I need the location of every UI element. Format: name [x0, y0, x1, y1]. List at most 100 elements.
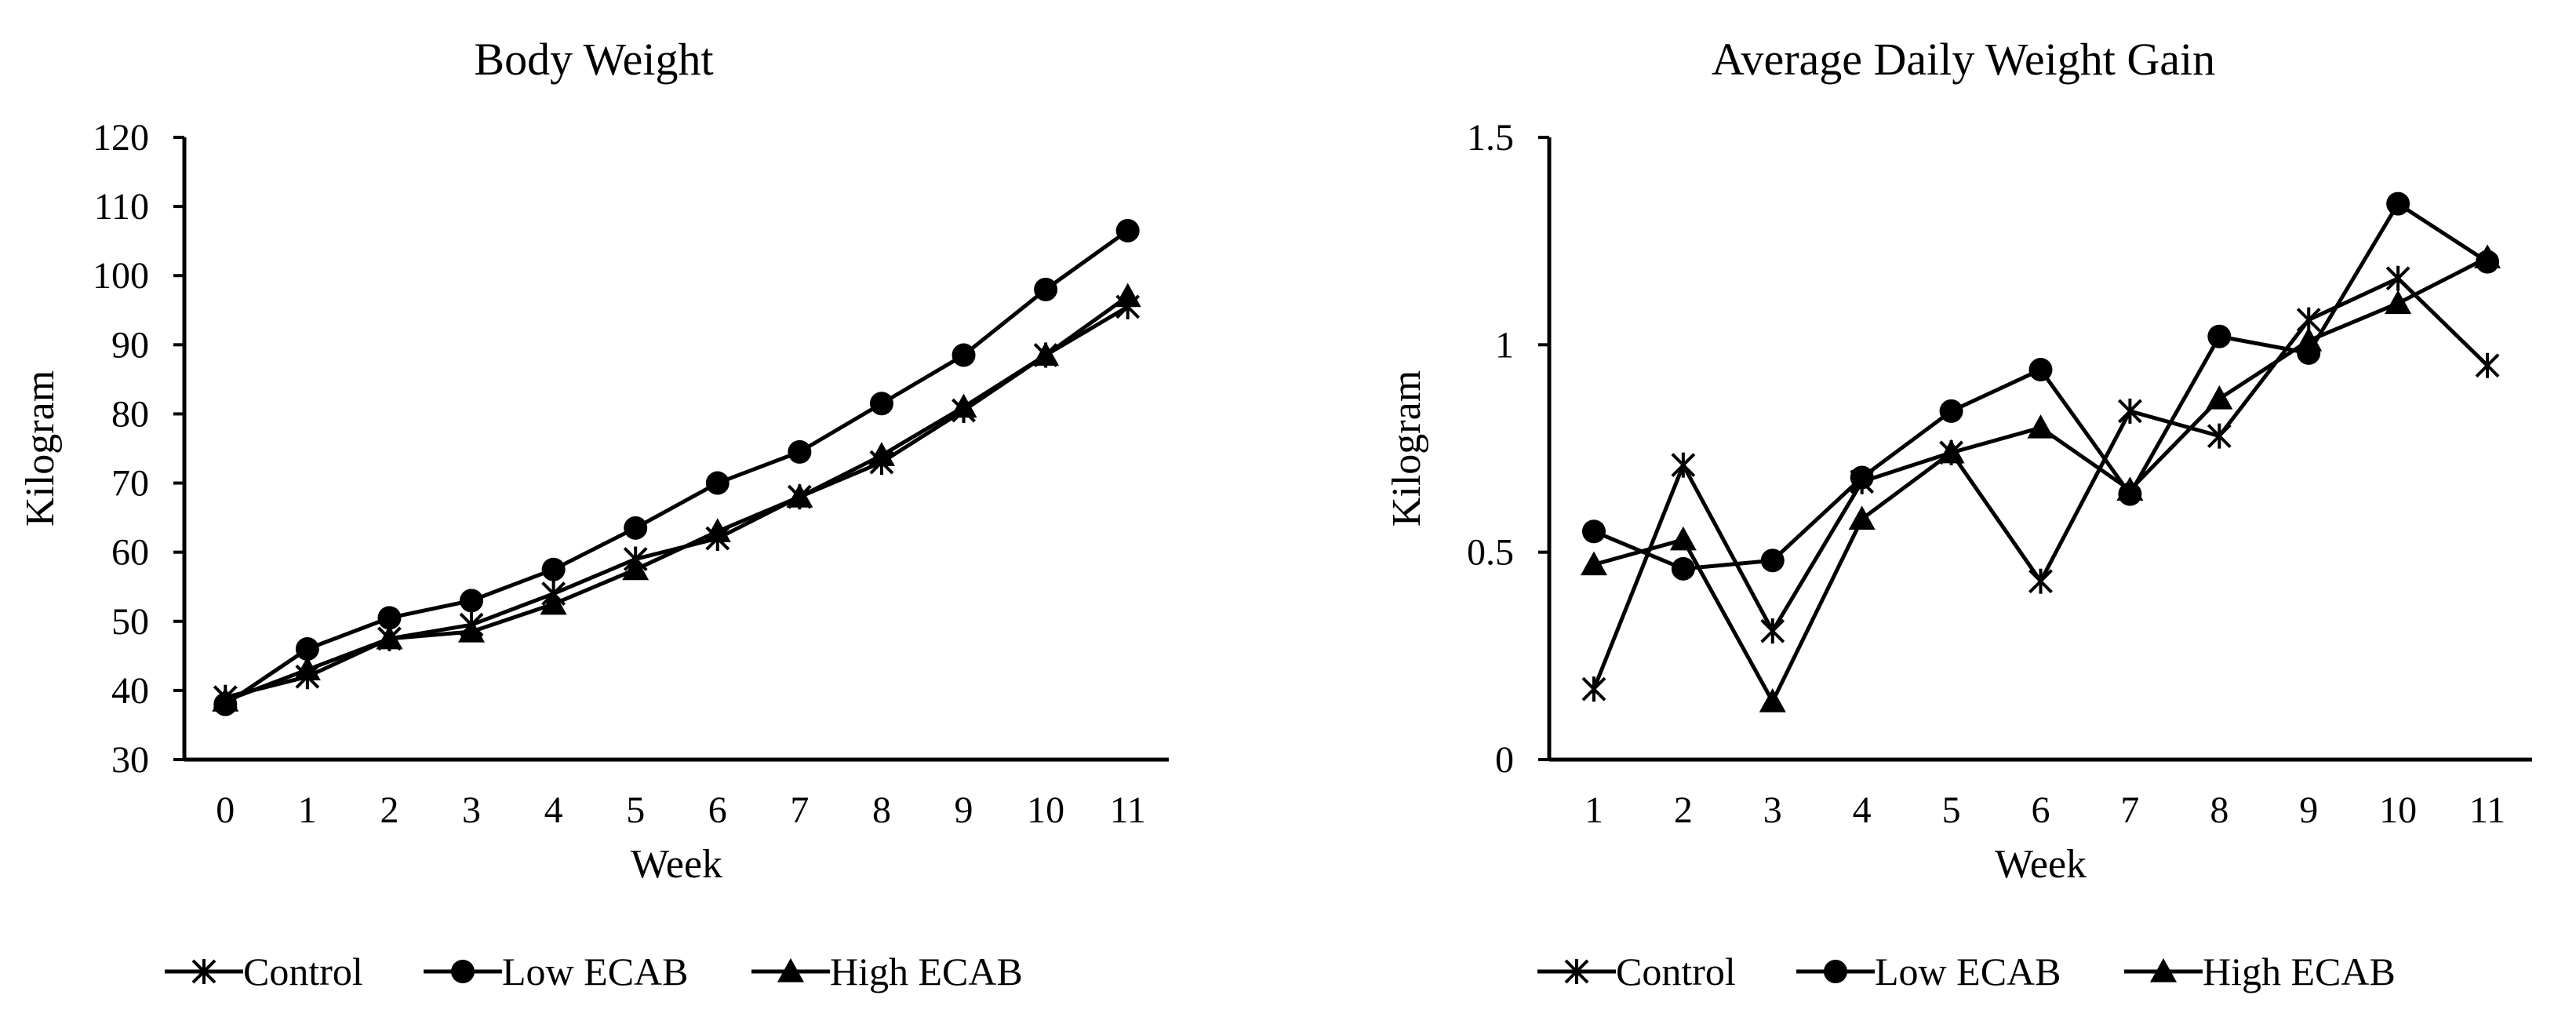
- x-tick-label: 10: [2379, 789, 2417, 831]
- series-control: [213, 293, 1141, 710]
- data-point: [376, 625, 403, 650]
- data-point: [788, 439, 812, 464]
- legend-marker: [777, 958, 804, 982]
- legend-item: High ECAB: [751, 950, 1023, 993]
- series-line: [1592, 202, 2489, 571]
- data-point: [2475, 352, 2500, 378]
- data-point: [1115, 218, 1140, 242]
- data-point: [704, 518, 731, 542]
- x-axis-label: Week: [1995, 842, 2087, 887]
- data-point: [869, 392, 893, 416]
- x-tick-label: 8: [872, 789, 891, 831]
- data-point: [1937, 439, 1965, 464]
- x-axis-label: Week: [631, 842, 722, 887]
- x-tick-label: 11: [2469, 789, 2505, 831]
- legend-item: Control: [165, 950, 363, 993]
- data-point: [1669, 526, 1697, 551]
- data-point: [951, 343, 976, 367]
- data-point: [1671, 452, 1696, 478]
- data-point: [377, 606, 402, 630]
- data-point: [1848, 505, 1876, 530]
- series-line: [224, 294, 1130, 703]
- x-tick-label: 7: [2120, 789, 2139, 831]
- data-point: [1760, 618, 1785, 644]
- data-point: [2028, 358, 2053, 382]
- data-point: [1581, 676, 1606, 702]
- chart-title: Body Weight: [474, 34, 713, 85]
- y-tick-label: 40: [111, 670, 149, 712]
- x-tick-label: 7: [790, 789, 809, 831]
- data-point: [2386, 191, 2410, 216]
- x-tick-label: 3: [462, 789, 481, 831]
- data-point: [1760, 549, 1785, 573]
- data-point: [2207, 324, 2232, 348]
- data-point: [1032, 341, 1060, 366]
- y-tick-label: 90: [111, 324, 149, 366]
- data-point: [786, 483, 813, 508]
- data-point: [2206, 385, 2233, 410]
- series-line: [224, 304, 1129, 700]
- legend-label: Control: [1616, 950, 1736, 993]
- x-tick-label: 0: [216, 789, 235, 831]
- x-tick-label: 9: [2299, 789, 2318, 831]
- data-point: [1581, 519, 1606, 544]
- series-control: [1581, 265, 2500, 702]
- y-tick-label: 0: [1495, 739, 1514, 781]
- x-tick-label: 5: [626, 789, 645, 831]
- x-tick-label: 1: [298, 789, 317, 831]
- data-point: [212, 687, 239, 712]
- legend-item: Control: [1537, 950, 1736, 993]
- data-point: [2116, 476, 2144, 501]
- x-tick-label: 3: [1763, 789, 1782, 831]
- legend-label: High ECAB: [2203, 950, 2396, 993]
- y-tick-label: 0.5: [1467, 532, 1514, 574]
- legend-item: Low ECAB: [424, 950, 689, 993]
- data-point: [950, 393, 977, 418]
- y-axis-label: Kilogram: [18, 370, 63, 527]
- x-tick-label: 11: [1110, 789, 1146, 831]
- data-point: [295, 637, 319, 662]
- x-tick-label: 4: [544, 789, 563, 831]
- data-point: [2295, 327, 2323, 352]
- y-tick-label: 70: [111, 463, 149, 505]
- data-point: [2028, 568, 2053, 594]
- y-tick-label: 100: [93, 255, 149, 297]
- y-tick-label: 80: [111, 393, 149, 435]
- data-point: [2385, 290, 2412, 315]
- data-point: [2117, 398, 2142, 424]
- data-point: [1034, 277, 1058, 301]
- series-high-ecab: [1580, 244, 2501, 713]
- data-point: [2385, 265, 2410, 291]
- y-tick-label: 110: [94, 186, 149, 228]
- y-tick-label: 50: [111, 601, 149, 643]
- data-point: [2474, 244, 2501, 268]
- data-point: [624, 516, 648, 540]
- y-tick-label: 1: [1495, 324, 1514, 366]
- data-point: [1939, 399, 1963, 423]
- legend: Control Low ECAB High ECAB: [1537, 950, 2396, 993]
- series-high-ecab: [212, 283, 1141, 712]
- x-tick-label: 4: [1853, 789, 1872, 831]
- data-point: [458, 618, 486, 643]
- legend-item: Low ECAB: [1796, 950, 2061, 993]
- legend-label: Low ECAB: [1875, 950, 2061, 993]
- data-point: [1671, 556, 1695, 581]
- x-tick-label: 8: [2210, 789, 2229, 831]
- legend-marker: [1564, 959, 1589, 984]
- y-tick-label: 60: [111, 532, 149, 574]
- x-tick-label: 6: [2032, 789, 2050, 831]
- x-tick-label: 2: [380, 789, 398, 831]
- data-point: [622, 556, 649, 581]
- chart-title: Average Daily Weight Gain: [1712, 34, 2215, 85]
- legend-marker: [191, 959, 216, 984]
- series-line: [224, 228, 1130, 706]
- legend-item: High ECAB: [2124, 950, 2396, 993]
- x-tick-label: 1: [1585, 789, 1603, 831]
- chart-1: Body Weight 30 40 50 60 70 80 90 100 110 120 0 1 2 3 4 5…: [18, 34, 1169, 993]
- y-tick-label: 30: [111, 739, 149, 781]
- data-point: [1114, 283, 1141, 308]
- legend-marker: [1824, 960, 1847, 983]
- legend-label: Low ECAB: [502, 950, 689, 993]
- data-point: [293, 656, 321, 681]
